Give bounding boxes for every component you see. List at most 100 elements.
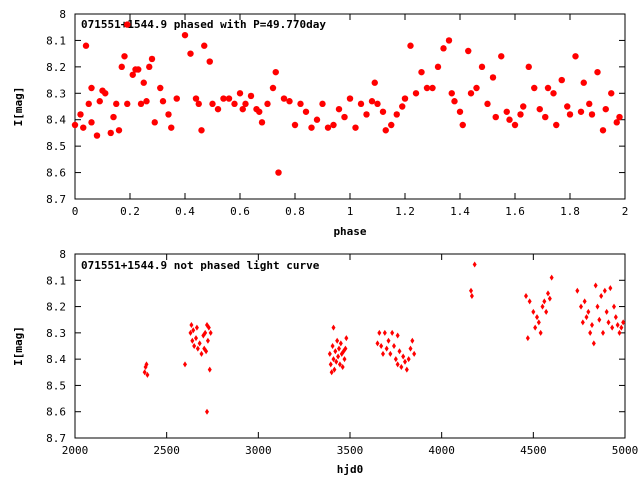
data-point [412,90,420,97]
data-point [198,127,205,134]
data-point [194,324,199,331]
data-point [617,329,622,336]
data-point [440,45,447,52]
data-point [197,340,202,347]
data-point [418,68,425,76]
data-point [165,111,172,118]
data-point [332,366,337,373]
data-point [159,98,167,105]
data-point [242,100,249,108]
data-point [615,321,620,328]
data-point [201,42,208,49]
data-point [183,361,187,368]
data-point [96,98,103,105]
data-point [195,100,202,108]
data-point [594,68,601,76]
y-tick-label: 8.1 [46,34,66,47]
data-point [613,119,620,126]
data-point [330,121,337,129]
data-point [135,66,142,73]
data-point [390,329,395,336]
data-point [408,345,413,352]
data-point [327,350,332,357]
data-point [157,84,164,92]
data-point [344,335,349,342]
plot-frame [74,253,626,439]
data-point [88,84,95,92]
y-tick-label: 8.5 [46,379,66,392]
x-tick-label: 1.2 [395,205,415,218]
data-point [220,95,227,102]
chart-title: 071551+1544.9 phased with P=49.770day [81,18,326,31]
data-point [247,92,255,100]
data-point [189,321,194,328]
y-tick-label: 8.3 [46,87,66,100]
data-point [286,98,293,105]
data-point [256,108,263,115]
data-point [503,108,510,115]
data-point [206,58,213,65]
data-point [205,408,209,415]
data-point [192,343,197,349]
data-point [239,105,246,113]
data-point [531,84,538,92]
data-point [538,329,543,336]
data-point [412,350,417,357]
plot-frame [74,13,626,200]
data-point [343,345,348,352]
data-point [580,319,585,326]
x-axis-label: phase [333,225,366,238]
data-point [550,90,557,97]
data-point [375,340,380,347]
data-point [110,113,117,121]
data-point [484,100,491,108]
data-point [377,329,382,336]
data-point [302,108,310,115]
data-point [579,303,583,310]
data-point [272,68,279,76]
data-point [331,324,336,331]
data-point [336,353,341,360]
data-point [472,261,477,268]
data-point [330,343,335,349]
data-point [151,119,158,126]
data-point [544,308,549,315]
data-point [188,329,193,336]
data-point [536,319,541,326]
data-point [599,293,604,300]
data-point [335,105,343,113]
data-point [324,124,332,131]
data-point [616,113,623,121]
data-point [335,337,340,344]
data-point [456,108,464,115]
x-tick-label: 2000 [62,444,89,457]
y-tick-label: 8.2 [46,301,66,314]
x-tick-label: 0.4 [175,205,195,218]
data-point [341,113,348,121]
data-point [423,84,431,92]
data-point [379,343,384,349]
data-point [401,95,409,102]
data-point [71,121,79,129]
data-point [173,95,180,102]
data-point [187,50,194,57]
data-point [384,345,389,352]
y-tick-label: 8.4 [46,353,66,366]
phased-light-curve-panel: 0 0.2 0.4 0.6 0.8 1 1.2 1.4 1.6 1.8 2 8 8.1 8.2 8.3 8.4… [12,8,628,238]
data-point [393,111,400,118]
data-point [352,124,359,131]
data-point [368,98,376,105]
data-point [190,337,195,344]
y-tick-label: 8.2 [46,61,66,74]
data-point [546,290,550,297]
data-point [115,127,123,134]
data-point [544,84,552,92]
data-point [203,329,208,336]
data-point [236,90,244,97]
data-point [386,337,391,344]
x-tick-label: 3000 [245,444,272,457]
x-tick-label: 0 [72,205,79,218]
data-point [577,108,585,115]
data-point [199,350,204,357]
